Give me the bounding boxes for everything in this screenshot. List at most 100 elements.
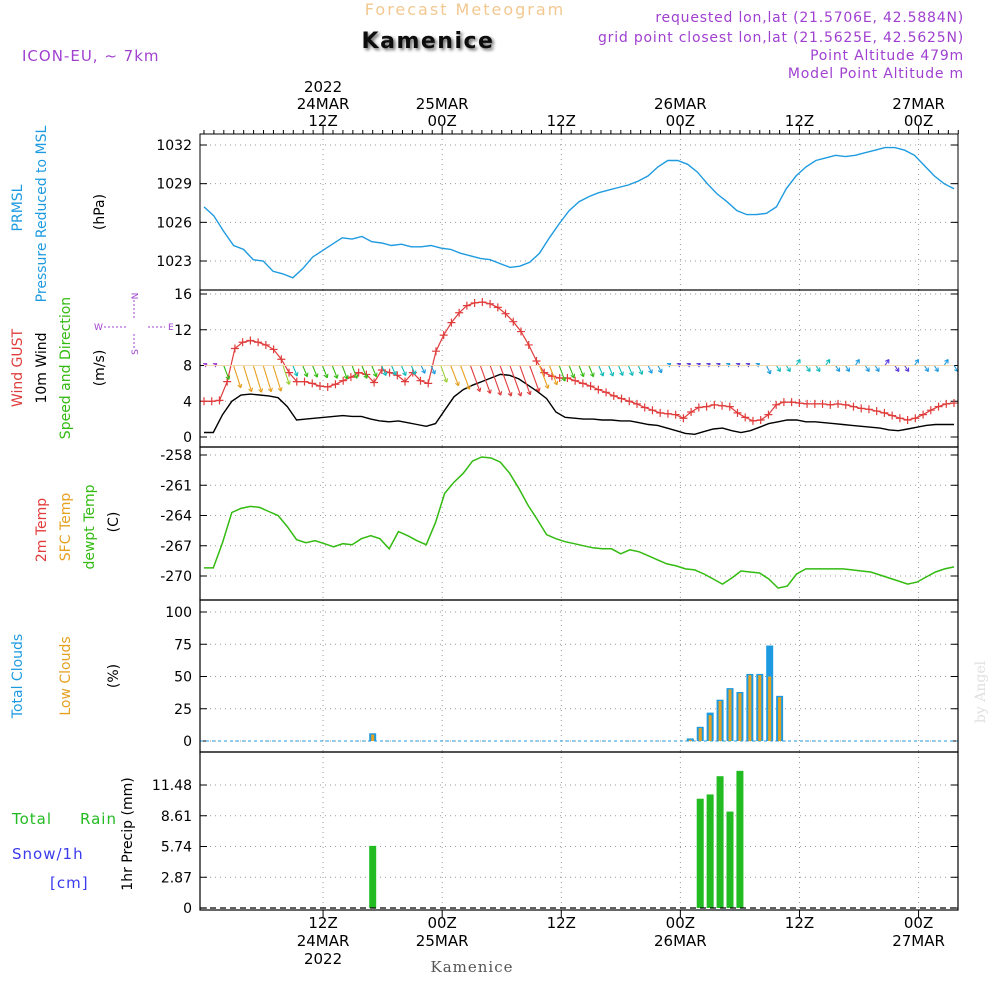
wind-direction-arrow	[499, 365, 512, 397]
prmsl-sub-label: Pressure Reduced to MSL	[34, 125, 50, 302]
gust-marker	[540, 368, 549, 377]
wind-direction-arrow	[637, 365, 643, 375]
precip-bar	[736, 770, 744, 908]
wind-direction-arrow	[864, 365, 870, 372]
dewpoint-line	[204, 456, 955, 589]
wind-direction-arrow	[805, 365, 811, 372]
wind-unit: (m/s)	[92, 350, 108, 387]
gust-marker	[532, 357, 541, 366]
gust-marker	[826, 400, 835, 409]
y-tick-label: 1026	[156, 215, 192, 231]
wind-direction-arrow	[953, 365, 959, 372]
wind-arrowhead	[865, 367, 870, 372]
low-cloud-bar	[728, 689, 732, 741]
data-layer	[200, 146, 959, 909]
gust-marker	[594, 385, 603, 394]
wind-direction-arrow	[884, 359, 890, 366]
wind-direction-arrow	[233, 365, 242, 388]
credit-watermark: by Angel	[973, 660, 989, 723]
y-tick-label: -258	[160, 448, 192, 464]
requested-coords: requested lon,lat (21.5706E, 42.5884N)	[655, 10, 964, 26]
wind-direction-arrow	[588, 365, 594, 377]
y-tick-label: 0	[183, 430, 192, 446]
wind-arrowhead	[248, 387, 254, 393]
gust-marker	[648, 406, 657, 415]
model-altitude: Model Point Altitude m	[788, 66, 964, 82]
wind-arrowhead	[589, 372, 595, 378]
wind-arrowhead	[766, 369, 772, 375]
wind-arrowhead	[894, 367, 900, 372]
frame-layer	[199, 133, 959, 911]
low-cloud-bar	[738, 693, 742, 741]
gust-marker	[687, 407, 696, 416]
y-tick-label: 8.61	[161, 809, 192, 825]
wind-gust-line	[204, 301, 955, 422]
gust-marker	[230, 344, 239, 353]
precip-bar	[716, 776, 724, 908]
gust-marker	[354, 368, 363, 377]
wind-direction-arrow	[914, 359, 919, 366]
gust-marker	[694, 403, 703, 412]
wind-direction-arrow	[775, 365, 781, 372]
point-altitude: Point Altitude 479m	[810, 48, 964, 64]
wind-arrowhead	[476, 387, 482, 393]
gridpoint-coords: grid point closest lon,lat (21.5625E, 42…	[598, 30, 964, 46]
gust-marker	[857, 404, 866, 413]
wind-arrowhead	[609, 372, 615, 377]
y-tick-label: -270	[160, 569, 192, 585]
gust-marker	[269, 345, 278, 354]
bottom-year-label: 2022	[304, 950, 342, 968]
bottom-hour-label: 00Z	[904, 914, 933, 932]
axis-layer: 1032 1029 1026 1023 16 12 8 4 0 -258 -261 -264 -267 -…	[152, 78, 959, 968]
total-cloud-bar	[686, 738, 694, 741]
wind-direction-arrow	[943, 359, 949, 366]
wind-arrowhead	[570, 373, 576, 379]
wind-arrowhead	[535, 387, 541, 393]
wind-direction-arrow	[854, 359, 860, 366]
gust-marker	[524, 340, 533, 349]
wind-arrowhead	[225, 375, 231, 380]
low-cloud-bar	[708, 715, 712, 741]
gust-marker	[609, 391, 618, 400]
gust-marker	[803, 399, 812, 408]
wind-direction-arrow	[598, 365, 604, 377]
wind-direction-arrow	[390, 365, 397, 376]
gust-marker	[416, 376, 425, 385]
gust-marker	[772, 400, 781, 409]
temp-unit: (C)	[106, 512, 122, 533]
wind-direction-arrow	[529, 365, 540, 392]
wind-arrowhead	[285, 380, 291, 385]
gust-marker	[455, 308, 464, 317]
gust-marker	[370, 378, 379, 387]
pressure-line	[203, 146, 955, 279]
gust-marker	[254, 338, 263, 347]
gust-marker	[339, 376, 348, 385]
gust-marker	[315, 382, 324, 391]
gust-marker	[547, 372, 556, 381]
bottom-date-label: 27MAR	[892, 932, 945, 950]
gust-marker	[586, 382, 595, 391]
prmsl-label: PRMSL	[10, 184, 26, 231]
y-tick-label: -267	[160, 539, 192, 555]
wind-direction-arrow	[351, 365, 358, 379]
wind-direction-arrow	[400, 365, 407, 376]
wind-arrowhead	[526, 390, 532, 396]
wind-direction-arrow	[282, 365, 290, 385]
wind-arrowhead	[382, 371, 388, 376]
wind-direction-arrow	[815, 365, 821, 372]
wind-direction-arrow	[450, 365, 460, 386]
temp-2m-label: 2m Temp	[34, 498, 50, 562]
gust-marker	[919, 410, 928, 419]
gust-marker	[795, 399, 804, 408]
gust-marker	[238, 338, 247, 347]
bottom-date-label: 25MAR	[416, 932, 469, 950]
gust-marker	[895, 414, 904, 423]
wind-direction-arrow	[558, 365, 566, 382]
wind-direction-arrow	[548, 365, 558, 386]
gust-marker	[207, 397, 216, 406]
wind-direction-arrow	[381, 365, 387, 376]
gust-marker	[478, 298, 487, 307]
wind-arrowhead	[455, 381, 460, 387]
precip-total-label: Total	[11, 810, 52, 828]
wind-direction-arrow	[242, 365, 253, 392]
